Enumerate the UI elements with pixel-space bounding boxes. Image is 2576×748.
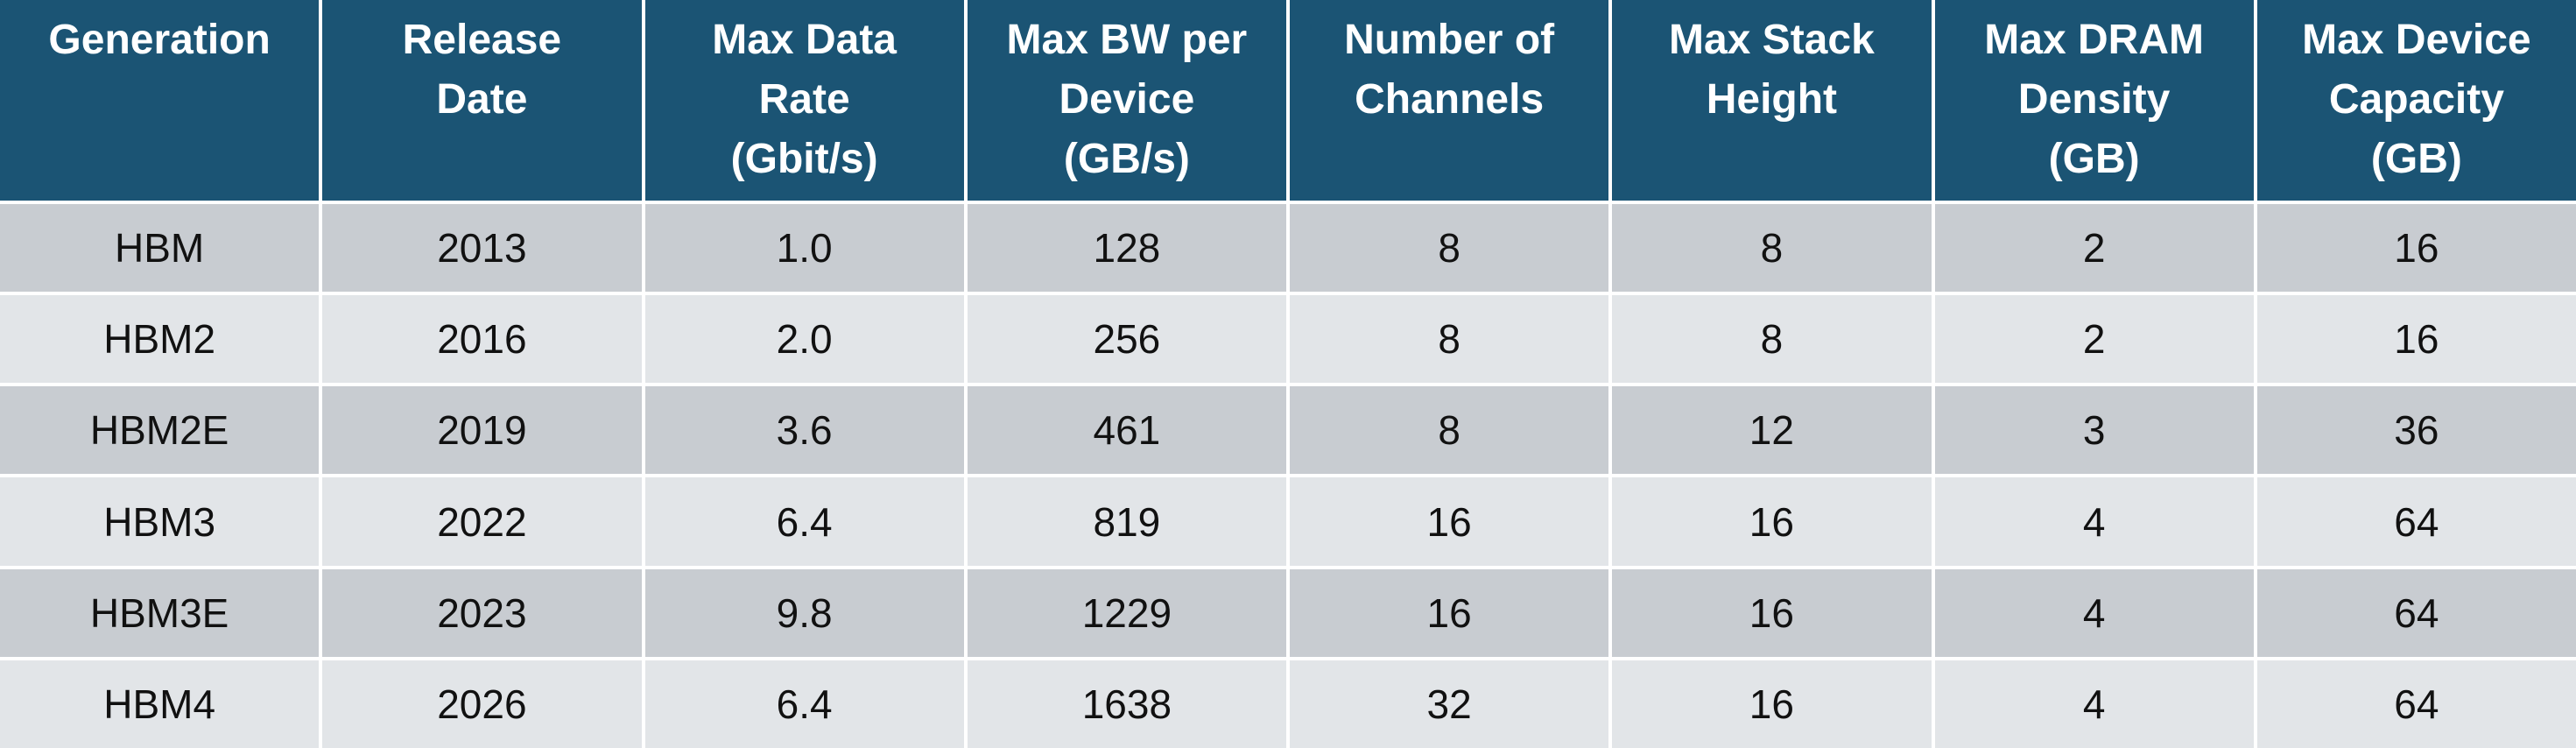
- table-cell: 4: [1934, 477, 2254, 566]
- table-cell: 2026: [322, 660, 642, 748]
- row-generation-cell: HBM3E: [0, 568, 320, 657]
- table-cell: 4: [1934, 568, 2254, 657]
- table-cell: 461: [967, 386, 1286, 475]
- table-cell: 3: [1934, 386, 2254, 475]
- table-cell: 64: [2256, 568, 2576, 657]
- column-header: Release Date: [322, 0, 642, 201]
- table-cell: 6.4: [644, 477, 964, 566]
- table-cell: 819: [967, 477, 1286, 566]
- table-cell: 4: [1934, 660, 2254, 748]
- table-cell: 9.8: [644, 568, 964, 657]
- table-cell: 6.4: [644, 660, 964, 748]
- table-cell: 32: [1290, 660, 1609, 748]
- row-generation-cell: HBM4: [0, 660, 320, 748]
- column-header: Number of Channels: [1290, 0, 1609, 201]
- table-cell: 1.0: [644, 204, 964, 293]
- table-cell: 2013: [322, 204, 642, 293]
- table-cell: 8: [1290, 386, 1609, 475]
- table-cell: 16: [1612, 477, 1932, 566]
- table-cell: 2: [1934, 204, 2254, 293]
- column-header: Max Stack Height: [1612, 0, 1932, 201]
- row-generation-cell: HBM2: [0, 295, 320, 384]
- table-cell: 2: [1934, 295, 2254, 384]
- table-cell: 16: [1290, 477, 1609, 566]
- column-header: Max Device Capacity (GB): [2256, 0, 2576, 201]
- table-cell: 16: [2256, 204, 2576, 293]
- row-generation-cell: HBM3: [0, 477, 320, 566]
- column-header: Max DRAM Density (GB): [1934, 0, 2254, 201]
- column-header: Max BW per Device (GB/s): [967, 0, 1286, 201]
- table-cell: 2016: [322, 295, 642, 384]
- table-cell: 8: [1612, 204, 1932, 293]
- column-header: Generation: [0, 0, 320, 201]
- table-cell: 8: [1290, 295, 1609, 384]
- table-cell: 2.0: [644, 295, 964, 384]
- row-generation-cell: HBM2E: [0, 386, 320, 475]
- table-cell: 64: [2256, 660, 2576, 748]
- table-cell: 2022: [322, 477, 642, 566]
- table-cell: 8: [1612, 295, 1932, 384]
- table-cell: 128: [967, 204, 1286, 293]
- table-cell: 36: [2256, 386, 2576, 475]
- table-cell: 64: [2256, 477, 2576, 566]
- table-cell: 16: [2256, 295, 2576, 384]
- table-cell: 2019: [322, 386, 642, 475]
- column-header: Max Data Rate (Gbit/s): [644, 0, 964, 201]
- table-cell: 1229: [967, 568, 1286, 657]
- table-cell: 16: [1612, 568, 1932, 657]
- table-cell: 16: [1290, 568, 1609, 657]
- table-cell: 3.6: [644, 386, 964, 475]
- table-cell: 16: [1612, 660, 1932, 748]
- table-cell: 256: [967, 295, 1286, 384]
- table-cell: 8: [1290, 204, 1609, 293]
- row-generation-cell: HBM: [0, 204, 320, 293]
- table-cell: 2023: [322, 568, 642, 657]
- table-cell: 12: [1612, 386, 1932, 475]
- table-cell: 1638: [967, 660, 1286, 748]
